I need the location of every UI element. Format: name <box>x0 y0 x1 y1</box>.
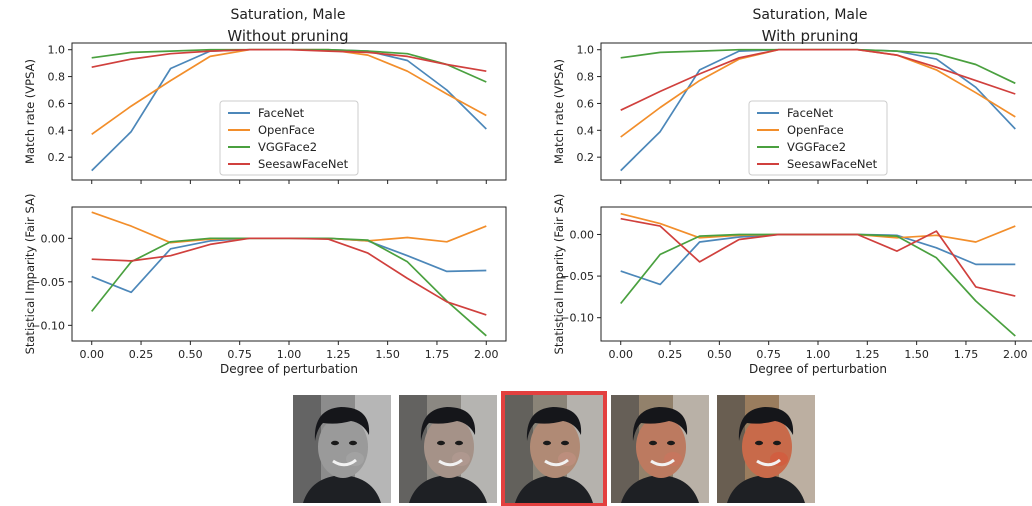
chart-bottom-left: 0.00 −0.05 −0.10 0.00 0.25 0.50 0.75 1.00 1.25 1.… <box>23 194 507 376</box>
series-line-vggface2 <box>91 48 487 83</box>
y-axis-label: Statistical Imparity (Fair SA) <box>552 194 566 355</box>
series-line-seesawfacenet <box>91 48 487 73</box>
y-tick-label: 0.2 <box>577 151 595 164</box>
legend-label: OpenFace <box>258 123 315 137</box>
y-tick-label: −0.05 <box>31 276 65 289</box>
series-line-seesawfacenet <box>620 217 1016 297</box>
x-tick-label: 1.50 <box>904 348 929 361</box>
face-thumbnail <box>717 395 815 503</box>
legend-label: FaceNet <box>258 106 305 120</box>
series-line-vggface2 <box>620 233 1016 337</box>
x-tick-label: 1.25 <box>855 348 880 361</box>
charts-canvas: Saturation, Male Without pruning Saturat… <box>23 7 1032 376</box>
legend: FaceNet OpenFace VGGFace2 SeesawFaceNet <box>219 100 359 176</box>
chart-bottom-right: 0.00 −0.05 −0.10 0.00 0.25 0.50 0.75 1.00 1.25 1.… <box>552 194 1032 376</box>
y-tick-label: 0.8 <box>577 71 595 84</box>
x-tick-label: 2.00 <box>474 348 499 361</box>
x-tick-label: 0.25 <box>658 348 683 361</box>
y-axis-label: Match rate (VPSA) <box>552 59 566 164</box>
plot-frame <box>71 206 507 342</box>
x-tick-label: 1.25 <box>326 348 351 361</box>
series-line-seesawfacenet <box>620 48 1016 111</box>
y-tick-label: 0.6 <box>577 97 595 110</box>
series-line-seesawfacenet <box>91 237 487 316</box>
y-axis-label: Match rate (VPSA) <box>23 59 37 164</box>
x-tick-label: 0.75 <box>227 348 252 361</box>
y-tick-label: 0.2 <box>48 151 66 164</box>
y-tick-label: 0.4 <box>48 124 66 137</box>
y-axis-label: Statistical Imparity (Fair SA) <box>23 194 37 355</box>
face-thumbnail <box>611 395 709 503</box>
chart-top-right: 1.0 0.8 0.6 0.4 0.2 Match rate (VPSA) FaceNet O… <box>552 42 1032 184</box>
x-tick-label: 2.00 <box>1003 348 1028 361</box>
y-tick-label: −0.05 <box>560 270 594 283</box>
x-axis-label: Degree of perturbation <box>220 362 358 376</box>
y-tick-label: −0.10 <box>31 319 65 332</box>
series-line-vggface2 <box>620 48 1016 85</box>
chart-top-left: 1.0 0.8 0.6 0.4 0.2 Match rate (VPSA) FaceNet O… <box>23 42 507 184</box>
series-line-vggface2 <box>91 237 487 337</box>
y-tick-label: 0.6 <box>48 97 66 110</box>
x-tick-label: 0.00 <box>608 348 633 361</box>
series-line-facenet <box>91 237 487 294</box>
y-tick-label: 0.00 <box>570 228 595 241</box>
x-tick-label: 1.00 <box>806 348 831 361</box>
x-tick-label: 0.50 <box>707 348 732 361</box>
y-tick-label: 0.4 <box>577 124 595 137</box>
x-tick-label: 1.75 <box>954 348 979 361</box>
y-tick-label: −0.10 <box>560 312 594 325</box>
legend-label: FaceNet <box>787 106 834 120</box>
left-subtitle: Without pruning <box>227 27 348 45</box>
face-thumbnail <box>399 395 497 503</box>
plot-frame <box>600 42 1032 181</box>
x-tick-label: 0.25 <box>129 348 154 361</box>
legend-label: SeesawFaceNet <box>787 157 878 171</box>
x-tick-label: 1.75 <box>425 348 450 361</box>
y-tick-label: 0.00 <box>41 232 66 245</box>
face-thumbnail <box>293 395 391 503</box>
right-title: Saturation, Male <box>752 7 867 23</box>
x-tick-label: 1.50 <box>375 348 400 361</box>
legend-label: VGGFace2 <box>787 140 846 154</box>
x-tick-label: 0.50 <box>178 348 203 361</box>
x-tick-label: 0.00 <box>79 348 104 361</box>
legend-label: VGGFace2 <box>258 140 317 154</box>
y-tick-label: 1.0 <box>577 44 595 57</box>
legend-box <box>748 100 888 176</box>
legend: FaceNet OpenFace VGGFace2 SeesawFaceNet <box>748 100 888 176</box>
x-axis-label: Degree of perturbation <box>749 362 887 376</box>
series-line-openface <box>620 212 1016 243</box>
plot-frame <box>600 206 1032 342</box>
legend-box <box>219 100 359 176</box>
x-tick-label: 0.75 <box>756 348 781 361</box>
left-title: Saturation, Male <box>230 7 345 23</box>
face-thumbnail-selected <box>501 391 607 506</box>
legend-label: SeesawFaceNet <box>258 157 349 171</box>
x-tick-label: 1.00 <box>277 348 302 361</box>
legend-label: OpenFace <box>787 123 844 137</box>
plot-frame <box>71 42 507 181</box>
y-tick-label: 1.0 <box>48 44 66 57</box>
y-tick-label: 0.8 <box>48 71 66 84</box>
right-subtitle: With pruning <box>762 27 859 45</box>
